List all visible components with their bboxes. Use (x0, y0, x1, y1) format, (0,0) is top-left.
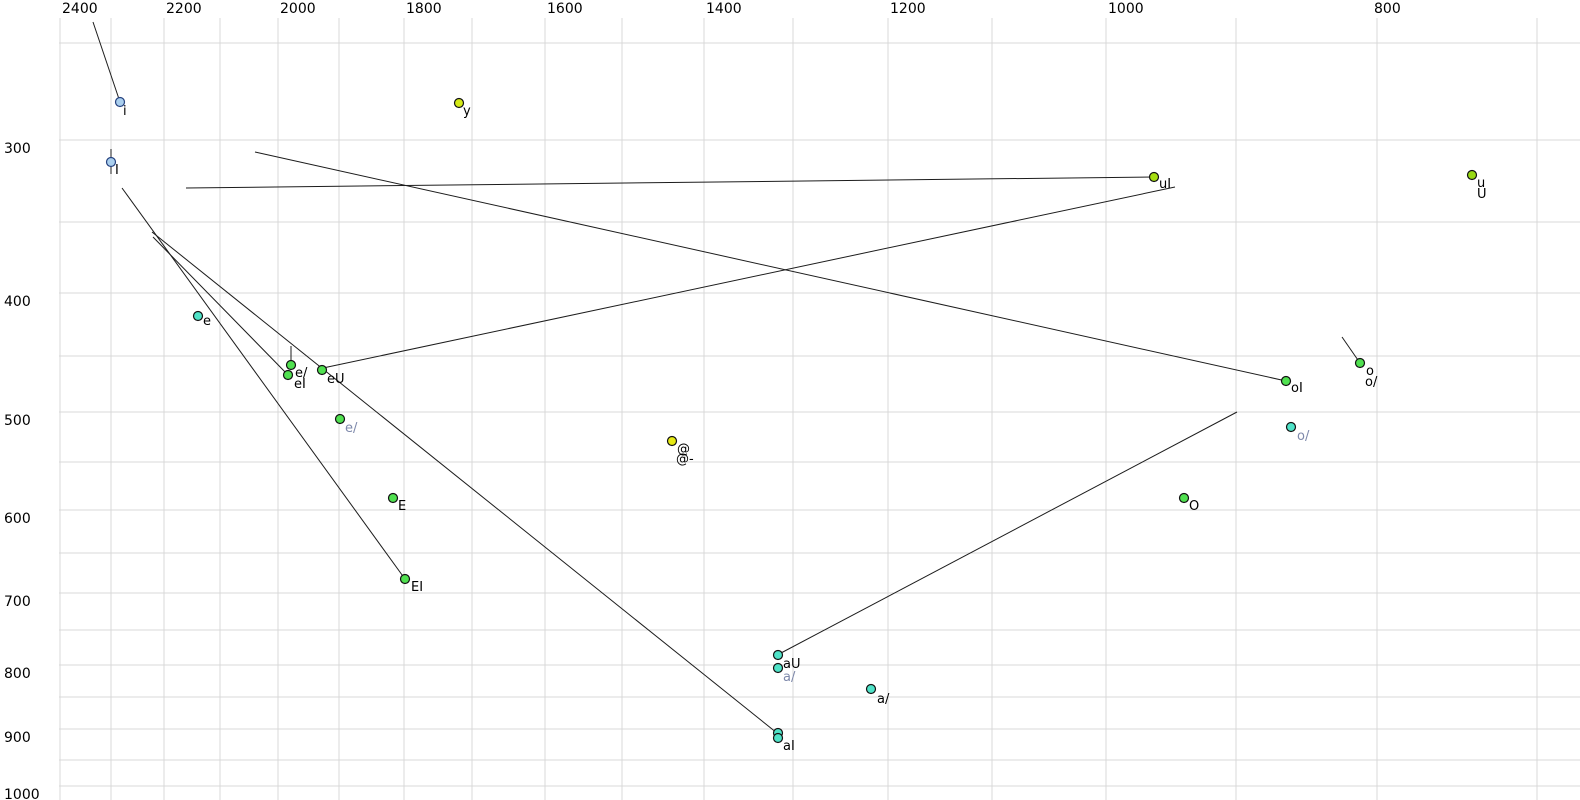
point-a-slash-gray[interactable] (772, 662, 784, 674)
point-label-aU: aU (783, 657, 800, 672)
point-label-i: i (123, 104, 127, 119)
y-tick-400: 400 (4, 294, 31, 310)
trajectory-eI-glide (152, 236, 289, 376)
point-a-slash[interactable] (865, 683, 877, 695)
x-tick-1600: 1600 (547, 1, 583, 17)
y-tick-500: 500 (4, 413, 31, 429)
trajectory-i-onglide (92, 21, 121, 103)
point-label-o-slash-gray: o/ (1297, 429, 1310, 444)
x-tick-1200: 1200 (890, 1, 926, 17)
y-tick-700: 700 (4, 594, 31, 610)
x-tick-800: 800 (1374, 1, 1401, 17)
point-i[interactable] (114, 96, 126, 108)
point-e-slash[interactable] (285, 359, 297, 371)
x-tick-2400: 2400 (62, 1, 98, 17)
point-label-eU: eU (327, 372, 345, 387)
trajectory-uI-glide (185, 176, 1155, 189)
y-tick-300: 300 (4, 141, 31, 157)
point-label-E: E (398, 499, 406, 514)
point-EI[interactable] (399, 573, 411, 585)
point-eU[interactable] (316, 364, 328, 376)
point-E[interactable] (387, 492, 399, 504)
point-label-EI: EI (411, 580, 423, 595)
point-aI-2[interactable] (772, 732, 784, 744)
point-o[interactable] (1354, 357, 1366, 369)
point-schwa[interactable] (666, 435, 678, 447)
point-label-eI: eI (294, 377, 306, 392)
point-label-oI: oI (1291, 381, 1303, 396)
point-e-slash-gray[interactable] (334, 413, 346, 425)
point-y[interactable] (453, 97, 465, 109)
y-tick-800: 800 (4, 666, 31, 682)
point-oI[interactable] (1280, 375, 1292, 387)
point-label-I: I (115, 163, 119, 178)
trajectory-aU-glide (780, 411, 1238, 654)
trajectory-eU-glide (322, 186, 1176, 369)
point-label-O: O (1189, 499, 1199, 514)
x-tick-1400: 1400 (706, 1, 742, 17)
point-o-slash-gray[interactable] (1285, 421, 1297, 433)
point-eI[interactable] (282, 369, 294, 381)
x-tick-1800: 1800 (406, 1, 442, 17)
y-tick-600: 600 (4, 511, 31, 527)
point-e[interactable] (192, 310, 204, 322)
trajectory-o-tail (1341, 336, 1361, 364)
point-aU[interactable] (772, 649, 784, 661)
y-tick-900: 900 (4, 730, 31, 746)
point-label-u-U-1: U (1477, 187, 1487, 202)
y-tick-1000: 1000 (4, 787, 40, 800)
point-label-o-1: o/ (1365, 375, 1378, 390)
x-tick-2000: 2000 (280, 1, 316, 17)
point-label-a-slash: a/ (877, 692, 890, 707)
point-O[interactable] (1178, 492, 1190, 504)
point-u-U[interactable] (1466, 169, 1478, 181)
point-label-aI-2: aI (783, 739, 795, 754)
point-label-uI: uI (1159, 177, 1171, 192)
point-label-e: e (203, 314, 211, 329)
point-label-u-U: u (1477, 176, 1485, 191)
x-tick-1000: 1000 (1108, 1, 1144, 17)
point-label-a-slash-gray: a/ (783, 670, 796, 685)
point-I[interactable] (105, 156, 117, 168)
point-label-y: y (463, 104, 471, 119)
point-label-o: o (1366, 364, 1374, 379)
point-label-e-slash-gray: e/ (345, 421, 358, 436)
trajectory-oI-glide (254, 151, 1287, 382)
trajectory-aI-glide (151, 231, 778, 734)
x-tick-2200: 2200 (166, 1, 202, 17)
point-label-schwa-1: @- (676, 452, 694, 467)
point-label-schwa: @ (677, 442, 690, 457)
point-label-e-slash: e/ (295, 366, 308, 381)
point-uI[interactable] (1148, 171, 1160, 183)
